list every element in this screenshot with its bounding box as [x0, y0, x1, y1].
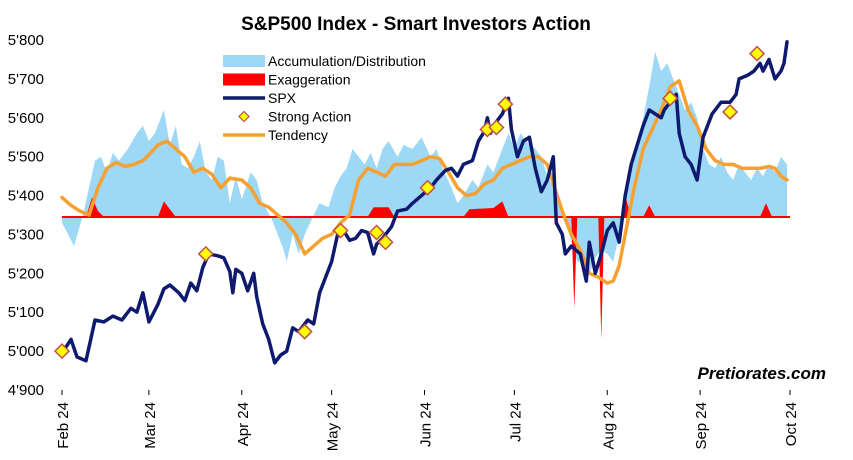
- strong-action-markers: [53, 45, 766, 360]
- x-tick-label: Mar 24: [142, 402, 159, 449]
- y-tick-label: 5'000: [8, 343, 44, 360]
- x-tick-label: Sep 24: [693, 402, 710, 450]
- accumulation-distribution-fill: [62, 51, 787, 274]
- strong-action-marker: [197, 245, 214, 262]
- x-tick-label: Feb 24: [55, 402, 72, 449]
- legend-label: SPX: [268, 90, 297, 106]
- x-tick-label: Aug 24: [600, 402, 617, 450]
- strong-action-marker: [488, 119, 505, 136]
- legend: Accumulation/Distribution Exaggeration SPX…: [223, 53, 426, 143]
- strong-action-marker: [53, 343, 71, 360]
- x-tick-label: May 24: [325, 402, 342, 451]
- watermark: Pretiorates.com: [698, 364, 827, 383]
- legend-label: Tendency: [268, 127, 328, 143]
- plot-area: [53, 40, 790, 365]
- x-tick-label: Jul 24: [507, 402, 524, 442]
- y-tick-label: 5'300: [8, 226, 44, 243]
- y-tick-label: 4'900: [8, 382, 44, 399]
- strong-action-marker: [497, 96, 514, 113]
- tendency-line: [60, 79, 789, 285]
- y-tick-label: 5'200: [8, 265, 44, 282]
- chart-title: S&P500 Index - Smart Investors Action: [241, 14, 591, 35]
- strong-action-marker: [419, 179, 436, 196]
- tendency-path: [60, 79, 789, 285]
- exaggeration-area: [86, 195, 772, 340]
- x-tick-label: Apr 24: [235, 402, 252, 446]
- strong-action-marker: [722, 103, 739, 121]
- strong-action-marker: [748, 45, 766, 62]
- exaggeration-fill: [86, 195, 772, 340]
- accumulation-distribution-area: [62, 51, 787, 274]
- legend-swatch: [223, 73, 265, 86]
- legend-swatch: [223, 55, 265, 67]
- x-axis: Feb 24 Mar 24 Apr 24 May 24 Jun 24 Jul 24 Aug …: [55, 390, 800, 451]
- legend-label: Exaggeration: [268, 72, 351, 88]
- y-tick-label: 5'700: [8, 71, 44, 88]
- y-tick-label: 5'100: [8, 304, 44, 321]
- strong-action-marker: [332, 222, 349, 239]
- strong-action-marker: [296, 323, 313, 340]
- y-tick-label: 5'400: [8, 188, 44, 205]
- strong-action-marker: [377, 234, 394, 251]
- legend-label: Accumulation/Distribution: [268, 53, 426, 69]
- legend-label: Strong Action: [268, 109, 351, 125]
- strong-action-marker: [662, 90, 679, 107]
- legend-swatch: [238, 110, 250, 123]
- x-tick-label: Oct 24: [783, 402, 800, 446]
- y-tick-label: 5'800: [8, 32, 44, 49]
- y-tick-label: 5'600: [8, 110, 44, 127]
- y-tick-label: 5'500: [8, 149, 44, 166]
- strong-action-marker: [368, 224, 385, 241]
- y-axis: 4'900 5'000 5'100 5'200 5'300 5'400 5'500 5'600…: [8, 32, 44, 399]
- x-tick-label: Jun 24: [418, 402, 435, 447]
